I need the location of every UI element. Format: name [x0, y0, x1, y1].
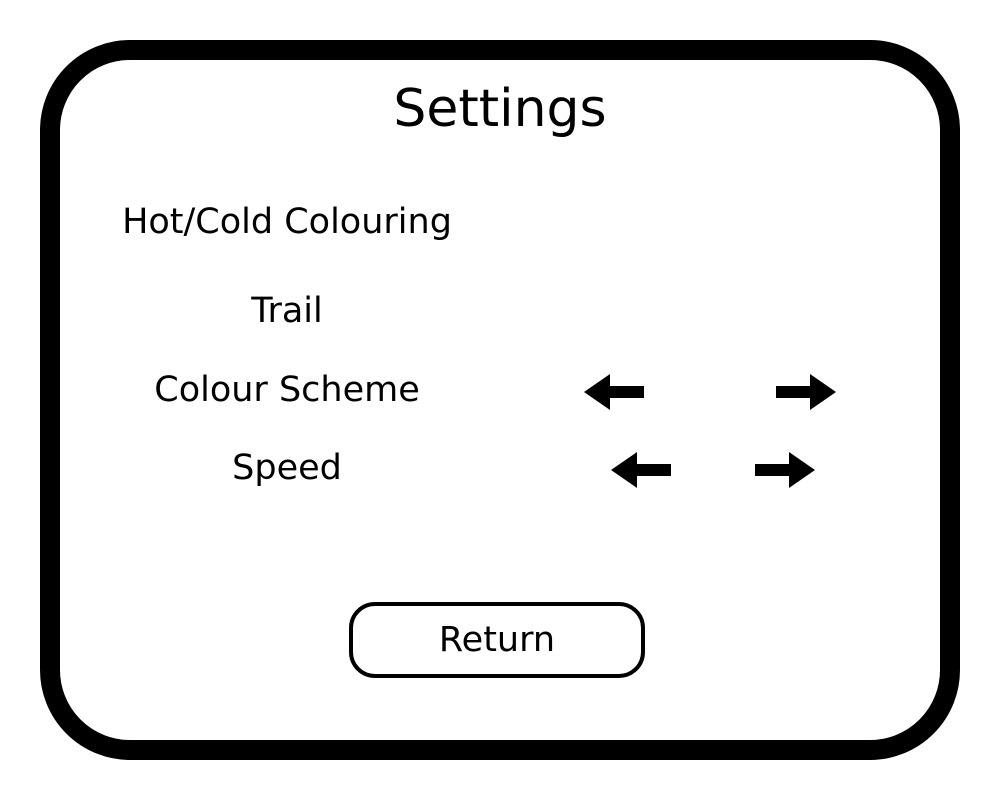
- trail-label: Trail: [251, 291, 323, 331]
- return-button[interactable]: Return: [349, 602, 645, 678]
- colour-scheme-prev-button[interactable]: [584, 374, 644, 410]
- arrow-right-icon: [755, 452, 815, 488]
- page-title: Settings: [393, 79, 607, 139]
- hot-cold-colouring-label: Hot/Cold Colouring: [122, 202, 452, 242]
- speed-increase-button[interactable]: [755, 452, 815, 488]
- speed-decrease-button[interactable]: [611, 452, 671, 488]
- colour-scheme-next-button[interactable]: [776, 374, 836, 410]
- arrow-left-icon: [611, 452, 671, 488]
- colour-scheme-label: Colour Scheme: [154, 370, 420, 410]
- speed-label: Speed: [232, 448, 342, 488]
- arrow-right-icon: [776, 374, 836, 410]
- arrow-left-icon: [584, 374, 644, 410]
